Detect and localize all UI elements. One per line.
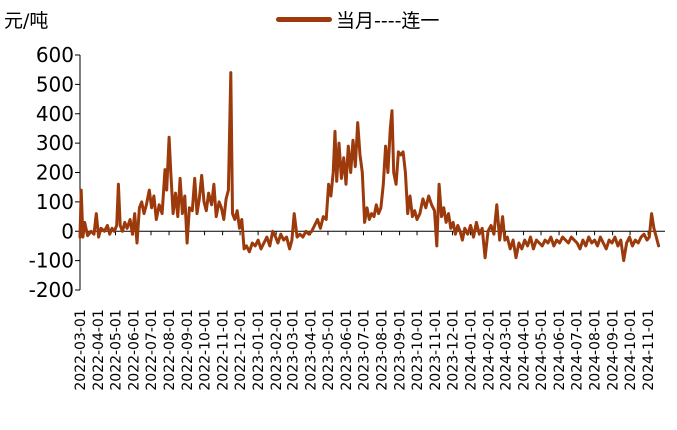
- x-tick-label: 2022-03-01: [73, 309, 89, 390]
- x-tick-label: 2024-04-01: [517, 309, 533, 390]
- x-tick-label: 2022-11-01: [216, 309, 232, 390]
- y-unit-label: 元/吨: [4, 10, 49, 32]
- legend-label: 当月----连一: [336, 10, 440, 32]
- y-tick-label: 600: [36, 43, 74, 67]
- x-tick-label: 2024-10-01: [623, 309, 639, 390]
- x-tick-label: 2022-08-01: [162, 309, 178, 390]
- legend-swatch: [276, 17, 332, 22]
- x-tick-label: 2022-10-01: [198, 309, 214, 390]
- x-tick-label: 2023-12-01: [446, 309, 462, 390]
- y-tick-label: 500: [36, 72, 74, 96]
- x-tick-label: 2024-09-01: [606, 309, 622, 390]
- x-tick-label: 2023-02-01: [269, 309, 285, 390]
- x-tick-label: 2024-06-01: [552, 309, 568, 390]
- legend: 当月----连一: [276, 6, 439, 33]
- series-line: [78, 71, 661, 263]
- y-tick-label: 400: [36, 102, 74, 126]
- y-tick-label: -200: [29, 278, 74, 302]
- x-tick-label: 2023-10-01: [410, 309, 426, 390]
- y-tick-label: 200: [36, 161, 74, 185]
- x-tick-label: 2023-07-01: [357, 309, 373, 390]
- x-tick-label: 2024-03-01: [499, 309, 515, 390]
- x-tick-label: 2024-05-01: [534, 309, 550, 390]
- x-tick-label: 2023-06-01: [339, 309, 355, 390]
- x-tick-label: 2023-03-01: [286, 309, 302, 390]
- x-tick-label: 2023-09-01: [393, 309, 409, 390]
- x-tick-label: 2022-06-01: [127, 309, 143, 390]
- x-tick-label: 2023-01-01: [251, 309, 267, 390]
- y-tick-label: 0: [61, 219, 74, 243]
- x-tick-label: 2023-08-01: [375, 309, 391, 390]
- x-tick-label: 2022-07-01: [144, 309, 160, 390]
- x-tick-label: 2024-02-01: [482, 309, 498, 390]
- x-tick-label: 2022-04-01: [91, 309, 107, 390]
- x-tick-label: 2024-07-01: [570, 309, 586, 390]
- y-tick-label: 100: [36, 190, 74, 214]
- x-tick-label: 2023-11-01: [428, 309, 444, 390]
- y-tick-label: 300: [36, 131, 74, 155]
- x-tick-label: 2022-05-01: [109, 309, 125, 390]
- x-tick-label: 2022-09-01: [180, 309, 196, 390]
- x-tick-label: 2024-08-01: [588, 309, 604, 390]
- y-tick-label: -100: [29, 249, 74, 273]
- x-tick-label: 2023-04-01: [304, 309, 320, 390]
- x-tick-label: 2022-12-01: [233, 309, 249, 390]
- x-tick-label: 2024-11-01: [641, 309, 657, 390]
- x-tick-label: 2023-05-01: [321, 309, 337, 390]
- x-tick-label: 2024-01-01: [464, 309, 480, 390]
